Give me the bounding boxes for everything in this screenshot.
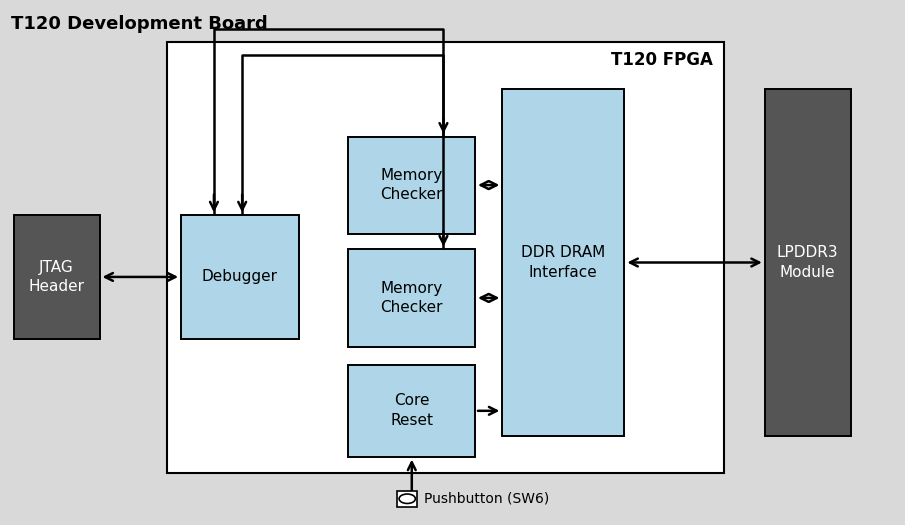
Text: Memory
Checker: Memory Checker bbox=[380, 167, 443, 203]
Bar bbox=[348, 365, 475, 457]
Bar bbox=[502, 89, 624, 436]
Circle shape bbox=[399, 494, 415, 503]
Bar bbox=[167, 42, 724, 473]
Bar bbox=[14, 215, 100, 339]
Text: Memory
Checker: Memory Checker bbox=[380, 280, 443, 316]
Text: Debugger: Debugger bbox=[202, 269, 278, 285]
Bar bbox=[348, 136, 475, 234]
Bar bbox=[765, 89, 851, 436]
Text: T120 FPGA: T120 FPGA bbox=[611, 51, 713, 69]
Bar bbox=[397, 491, 417, 507]
Text: DDR DRAM
Interface: DDR DRAM Interface bbox=[521, 245, 605, 280]
Text: LPDDR3
Module: LPDDR3 Module bbox=[776, 245, 839, 280]
Text: JTAG
Header: JTAG Header bbox=[29, 259, 84, 295]
Text: Pushbutton (SW6): Pushbutton (SW6) bbox=[424, 492, 549, 506]
Text: Core
Reset: Core Reset bbox=[390, 393, 433, 428]
Text: T120 Development Board: T120 Development Board bbox=[11, 15, 268, 33]
Bar bbox=[348, 249, 475, 346]
Bar bbox=[181, 215, 299, 339]
